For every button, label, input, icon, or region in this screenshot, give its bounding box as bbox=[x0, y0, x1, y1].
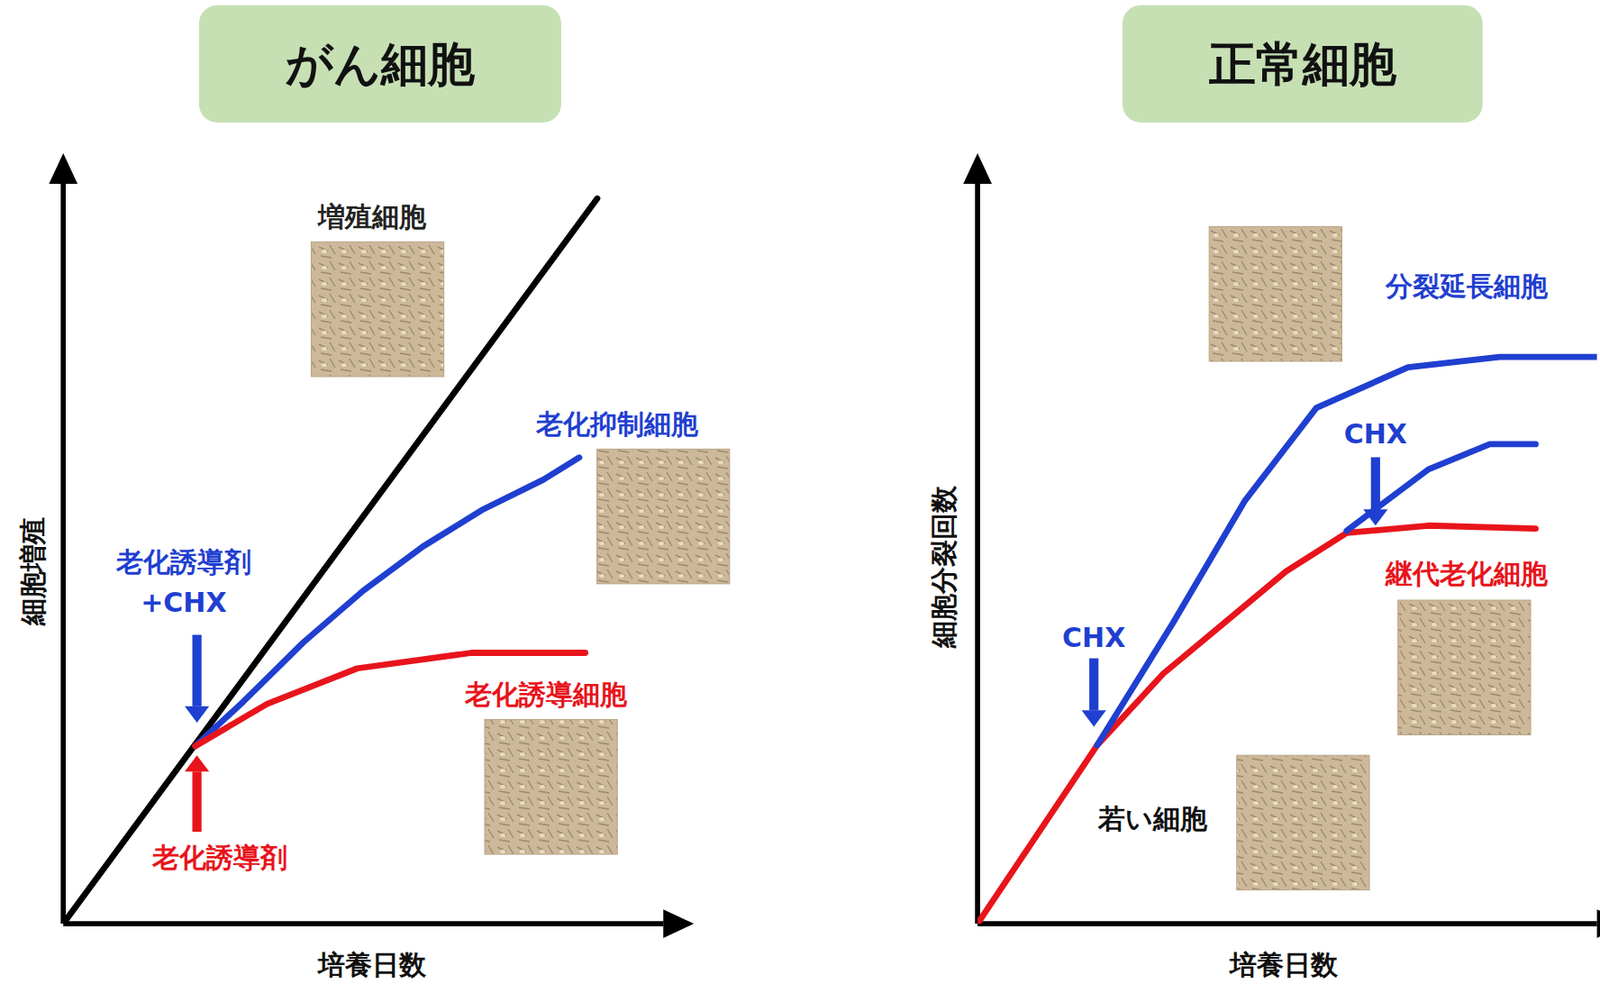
x-axis-title: 培養日数 bbox=[316, 948, 428, 981]
micrograph bbox=[1398, 600, 1531, 736]
data-group bbox=[977, 356, 1598, 924]
micrograph bbox=[597, 448, 730, 584]
x-axis-arrow bbox=[663, 909, 694, 938]
micrograph bbox=[310, 241, 444, 377]
y-axis-title: 細胞分裂回数 bbox=[927, 484, 960, 649]
arrow-head bbox=[1363, 509, 1388, 526]
arrow-shaft bbox=[192, 771, 202, 832]
y-axis-arrow bbox=[963, 153, 992, 184]
series-label: 分裂延長細胞 bbox=[1384, 270, 1549, 302]
annotation: 老化誘導剤 +CHX bbox=[115, 545, 252, 618]
annotation-line: 老化誘導剤 bbox=[115, 545, 252, 577]
x-axis bbox=[63, 920, 664, 927]
arrow-head bbox=[1081, 709, 1107, 727]
micrograph bbox=[484, 719, 618, 855]
annotation: 若い細胞 bbox=[1097, 802, 1209, 835]
x-axis-title: 培養日数 bbox=[1227, 948, 1339, 981]
annotation: CHX bbox=[1062, 621, 1126, 654]
arrow-head bbox=[184, 754, 210, 772]
x-axis bbox=[977, 920, 1598, 927]
annotation: 老化誘導剤 bbox=[151, 841, 288, 873]
y-axis-arrow bbox=[48, 153, 78, 184]
panel: がん細胞培養日数細胞増殖増殖細胞老化抑制細胞老化誘導細胞老化誘導剤+CHX老化誘… bbox=[17, 5, 730, 981]
arrow-shaft bbox=[1089, 658, 1099, 711]
arrow-shaft bbox=[192, 635, 202, 707]
series-label: 老化誘導細胞 bbox=[463, 678, 628, 710]
y-axis-title: 細胞増殖 bbox=[17, 517, 49, 627]
title: 正常細胞 bbox=[1208, 36, 1398, 91]
series-label: 老化抑制細胞 bbox=[535, 408, 700, 440]
series-line bbox=[1097, 356, 1598, 746]
title-box bbox=[1122, 5, 1483, 123]
title: がん細胞 bbox=[285, 36, 476, 91]
micrograph bbox=[1209, 226, 1342, 362]
figure: がん細胞培養日数細胞増殖増殖細胞老化抑制細胞老化誘導細胞老化誘導剤+CHX老化誘… bbox=[0, 0, 1600, 984]
y-axis bbox=[974, 183, 981, 924]
annotation-line: +CHX bbox=[140, 586, 227, 619]
title-box bbox=[199, 5, 562, 123]
arrow-shaft bbox=[1371, 456, 1381, 510]
series-line bbox=[1346, 444, 1537, 531]
panel: 正常細胞培養日数 細胞分裂回数 継代老化細胞分裂延長細胞 CHX CHX 若い細胞 bbox=[927, 5, 1600, 981]
y-axis bbox=[60, 183, 66, 924]
annotation: CHX bbox=[1344, 418, 1408, 450]
micrograph bbox=[1236, 754, 1370, 891]
series-label: 継代老化細胞 bbox=[1384, 557, 1549, 590]
series-label: 増殖細胞 bbox=[317, 200, 428, 233]
arrow-head bbox=[184, 706, 210, 723]
x-axis-arrow bbox=[1597, 909, 1600, 938]
